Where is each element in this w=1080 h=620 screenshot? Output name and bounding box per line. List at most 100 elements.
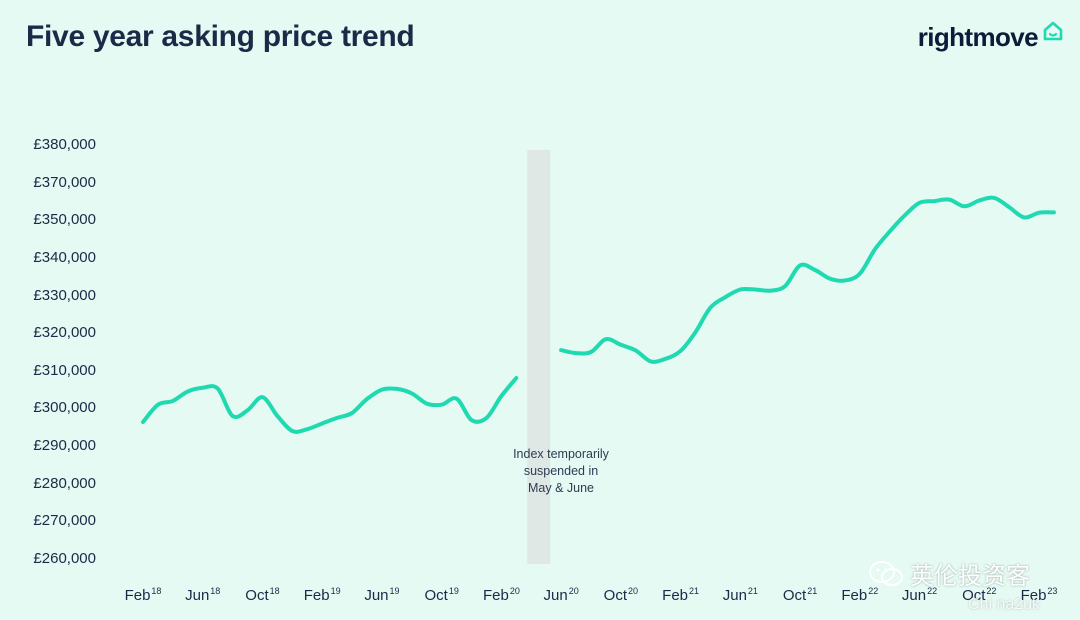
wechat-icon bbox=[869, 560, 903, 586]
data-point bbox=[485, 416, 488, 420]
data-point bbox=[216, 387, 220, 390]
brand-name: rightmove bbox=[917, 22, 1039, 52]
data-point bbox=[619, 343, 623, 347]
data-point bbox=[305, 427, 309, 431]
y-tick-label: £330,000 bbox=[33, 286, 96, 304]
data-point bbox=[395, 387, 399, 391]
data-point bbox=[858, 272, 862, 276]
x-tick-label: Jun22 bbox=[901, 586, 938, 604]
house-icon bbox=[1043, 21, 1063, 40]
x-tick-label: Jun19 bbox=[364, 586, 400, 604]
data-point bbox=[275, 414, 279, 418]
data-point bbox=[873, 248, 877, 252]
watermark-text: 英伦投资客 bbox=[910, 563, 1030, 590]
data-point bbox=[261, 395, 264, 399]
x-tick-label: Oct21 bbox=[782, 586, 818, 604]
chart-title: Five year asking price trend bbox=[26, 20, 415, 53]
data-point bbox=[425, 402, 429, 406]
y-tick-label: £310,000 bbox=[33, 361, 96, 379]
data-point bbox=[186, 390, 190, 393]
data-point bbox=[335, 416, 339, 420]
x-tick-label: Feb22 bbox=[841, 586, 879, 604]
x-tick-label: Oct18 bbox=[245, 586, 280, 604]
price-series-line bbox=[141, 376, 519, 434]
data-point bbox=[723, 295, 727, 299]
data-point bbox=[679, 349, 683, 353]
data-point bbox=[947, 198, 951, 202]
gap-note-line: suspended in bbox=[523, 464, 599, 478]
data-point bbox=[753, 288, 757, 291]
data-point bbox=[231, 414, 235, 418]
gap-note-line: May & June bbox=[527, 481, 594, 495]
data-point bbox=[1037, 211, 1041, 215]
data-point bbox=[365, 397, 369, 401]
watermark-subtext: Chi na2uk bbox=[968, 596, 1041, 613]
data-point bbox=[499, 394, 503, 398]
data-point bbox=[470, 418, 473, 422]
data-point bbox=[709, 306, 712, 310]
data-point bbox=[828, 277, 832, 281]
y-tick-label: £260,000 bbox=[33, 550, 96, 567]
data-point bbox=[589, 350, 593, 354]
data-point bbox=[410, 391, 414, 395]
x-tick-label: Jun18 bbox=[185, 586, 221, 604]
data-point bbox=[604, 337, 608, 341]
data-point bbox=[783, 284, 787, 288]
x-tick-label: Oct19 bbox=[424, 586, 459, 604]
data-point bbox=[246, 408, 249, 412]
x-tick-label: Feb19 bbox=[303, 586, 341, 604]
data-point bbox=[1022, 215, 1026, 219]
data-point bbox=[768, 289, 772, 293]
data-point bbox=[888, 230, 892, 234]
suspension-band bbox=[527, 150, 551, 564]
data-point bbox=[514, 376, 518, 380]
x-tick-label: Feb21 bbox=[662, 586, 700, 604]
data-point bbox=[649, 359, 653, 363]
data-point bbox=[843, 279, 847, 282]
data-point bbox=[1052, 210, 1056, 214]
x-tick-label: Oct22 bbox=[962, 586, 997, 604]
data-point bbox=[574, 351, 578, 355]
y-tick-label: £350,000 bbox=[33, 211, 96, 229]
data-point bbox=[738, 288, 742, 291]
data-point bbox=[290, 429, 294, 433]
data-point bbox=[380, 388, 384, 392]
x-tick-label: Oct20 bbox=[603, 586, 639, 604]
data-point bbox=[320, 422, 324, 425]
data-point bbox=[559, 348, 563, 352]
y-tick-label: £270,000 bbox=[33, 512, 96, 530]
data-point bbox=[977, 199, 981, 202]
gap-annotation: Index temporarily suspended in May & Jun… bbox=[500, 446, 622, 497]
data-point bbox=[992, 196, 996, 200]
data-point bbox=[350, 411, 354, 415]
y-tick-label: £380,000 bbox=[33, 136, 96, 153]
data-point bbox=[156, 403, 160, 407]
data-point bbox=[903, 214, 907, 218]
data-point bbox=[634, 349, 638, 352]
data-point bbox=[171, 399, 175, 403]
watermark: 英伦投资客 bbox=[868, 556, 1030, 591]
y-tick-label: £370,000 bbox=[33, 173, 96, 191]
data-point bbox=[664, 357, 668, 361]
y-tick-label: £280,000 bbox=[33, 474, 96, 492]
data-point bbox=[1007, 205, 1011, 209]
data-point bbox=[813, 268, 817, 272]
data-point bbox=[440, 403, 444, 407]
data-point bbox=[201, 386, 205, 390]
price-series-line bbox=[559, 195, 1056, 364]
data-point bbox=[141, 420, 145, 424]
y-tick-label: £290,000 bbox=[33, 437, 96, 455]
y-tick-label: £320,000 bbox=[33, 324, 96, 342]
data-point bbox=[962, 204, 966, 208]
data-point bbox=[933, 199, 936, 203]
gap-note-line: Index temporarily bbox=[513, 447, 609, 461]
data-point bbox=[798, 263, 802, 267]
data-point bbox=[694, 330, 697, 334]
x-tick-label: Feb20 bbox=[482, 586, 520, 604]
x-tick-label: Jun20 bbox=[543, 586, 579, 604]
data-point bbox=[918, 201, 921, 205]
x-tick-label: Feb18 bbox=[124, 586, 162, 604]
brand-logo: rightmove bbox=[917, 21, 1064, 53]
y-tick-label: £340,000 bbox=[33, 248, 96, 266]
